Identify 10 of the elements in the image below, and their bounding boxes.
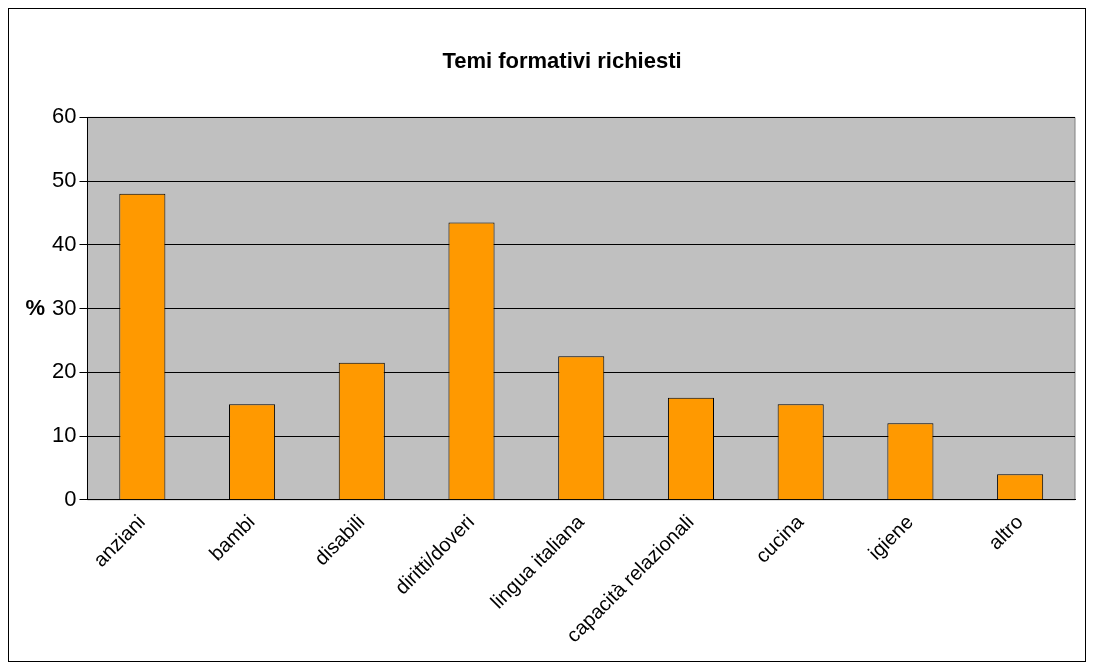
y-tick-label: 20 bbox=[51, 358, 77, 384]
y-axis-title: % bbox=[25, 294, 45, 320]
y-tick-label: 10 bbox=[51, 422, 77, 448]
y-tick-label: 0 bbox=[64, 485, 77, 511]
y-tick-label: 40 bbox=[51, 230, 77, 256]
x-tick-label: altro bbox=[983, 510, 1027, 554]
y-tick-label: 50 bbox=[51, 167, 77, 193]
y-tick-label: 30 bbox=[51, 294, 77, 320]
chart-title: Temi formativi richiesti bbox=[442, 48, 682, 74]
y-tick-label: 60 bbox=[51, 103, 77, 129]
